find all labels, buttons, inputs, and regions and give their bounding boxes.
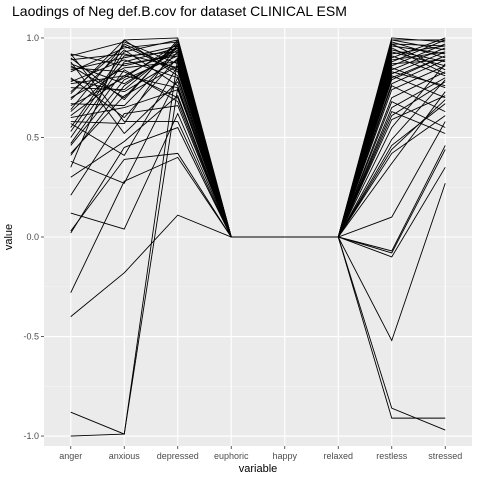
- x-tick-label: depressed: [157, 451, 199, 461]
- x-axis-title: variable: [239, 463, 278, 475]
- y-tick-label: -0.5: [23, 332, 39, 342]
- chart-title: Laodings of Neg def.B.cov for dataset CL…: [12, 3, 347, 19]
- y-tick-label: 1.0: [26, 33, 39, 43]
- x-tick-label: anxious: [109, 451, 141, 461]
- x-tick-label: restless: [376, 451, 408, 461]
- y-tick-label: 0.5: [26, 132, 39, 142]
- x-tick-label: anger: [59, 451, 82, 461]
- x-tick-label: euphoric: [214, 451, 249, 461]
- y-axis-title: value: [3, 224, 15, 250]
- x-tick-label: relaxed: [323, 451, 353, 461]
- x-tick-label: happy: [272, 451, 297, 461]
- y-tick-label: -1.0: [23, 431, 39, 441]
- x-tick-label: stressed: [428, 451, 462, 461]
- y-tick-label: 0.0: [26, 232, 39, 242]
